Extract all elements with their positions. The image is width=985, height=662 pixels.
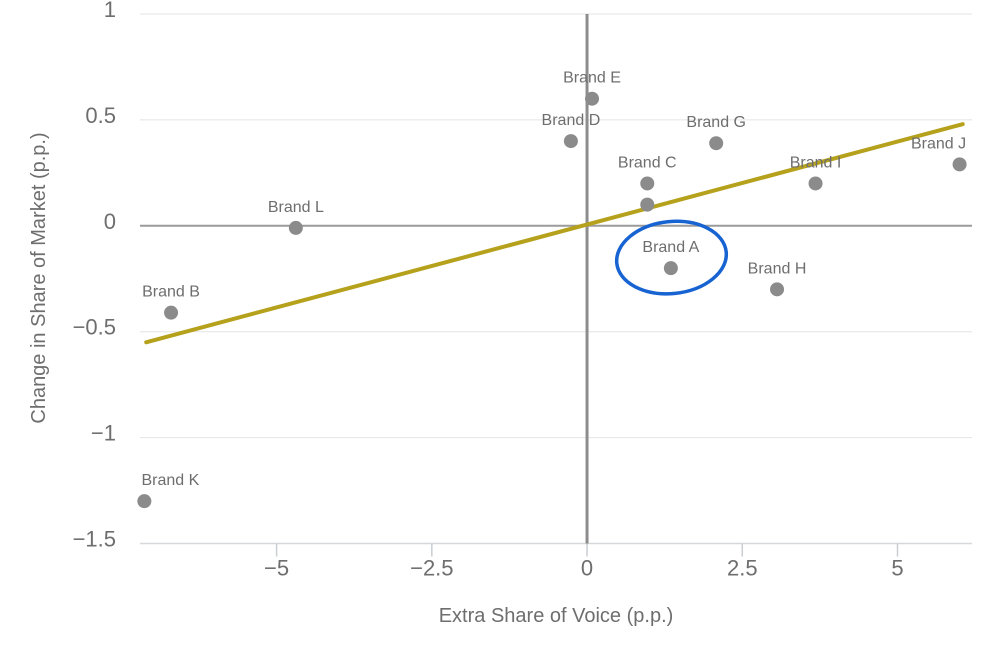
trend-layer (144, 122, 965, 345)
point-label: Brand I (790, 154, 842, 171)
x-tick-label: 0 (581, 556, 593, 581)
annotation-layer (614, 219, 729, 296)
point-label: Brand G (686, 114, 746, 131)
data-point (952, 157, 967, 172)
y-tick-label: −1.5 (73, 527, 116, 552)
data-point (663, 261, 678, 276)
point-label: Brand L (268, 199, 324, 216)
data-point (709, 136, 724, 151)
data-point (640, 176, 655, 191)
point-label: Brand D (542, 112, 601, 129)
point-label: Brand B (142, 284, 200, 301)
y-axis-title: Change in Share of Market (p.p.) (28, 132, 50, 423)
trend-line (144, 122, 965, 345)
x-tick-label: 5 (891, 556, 903, 581)
data-point (640, 197, 655, 212)
x-tick-label: −5 (264, 556, 289, 581)
y-tick-label: −0.5 (73, 315, 116, 340)
point-label: Brand E (563, 70, 621, 87)
data-point (770, 282, 785, 297)
axis-layer: −5 −2.5 0 2.5 5 1 0.5 0 −0.5 −1 −1.5 (73, 0, 904, 581)
data-point (137, 494, 152, 509)
grid-layer (140, 13, 972, 545)
x-tick-label: 2.5 (727, 556, 758, 581)
point-label: Brand A (642, 239, 699, 256)
data-point (288, 220, 303, 235)
y-tick-label: 0 (104, 209, 116, 234)
point-label: Brand K (141, 472, 199, 489)
y-tick-label: 0.5 (85, 103, 116, 128)
data-point (563, 134, 578, 149)
x-axis-title: Extra Share of Voice (p.p.) (439, 605, 674, 627)
y-tick-label: −1 (91, 421, 116, 446)
highlight-ellipse (614, 219, 729, 296)
point-label: Brand J (911, 135, 966, 152)
point-label: Brand H (748, 260, 807, 277)
data-point (585, 91, 600, 106)
data-point (164, 305, 179, 320)
zero-line-layer (140, 14, 972, 544)
point-label: Brand C (618, 154, 677, 171)
x-tick-label: −2.5 (410, 556, 453, 581)
data-point (808, 176, 823, 191)
points-layer: Brand A Brand B Brand C Brand D Brand E Brand… (137, 70, 967, 509)
y-tick-label: 1 (104, 0, 116, 22)
